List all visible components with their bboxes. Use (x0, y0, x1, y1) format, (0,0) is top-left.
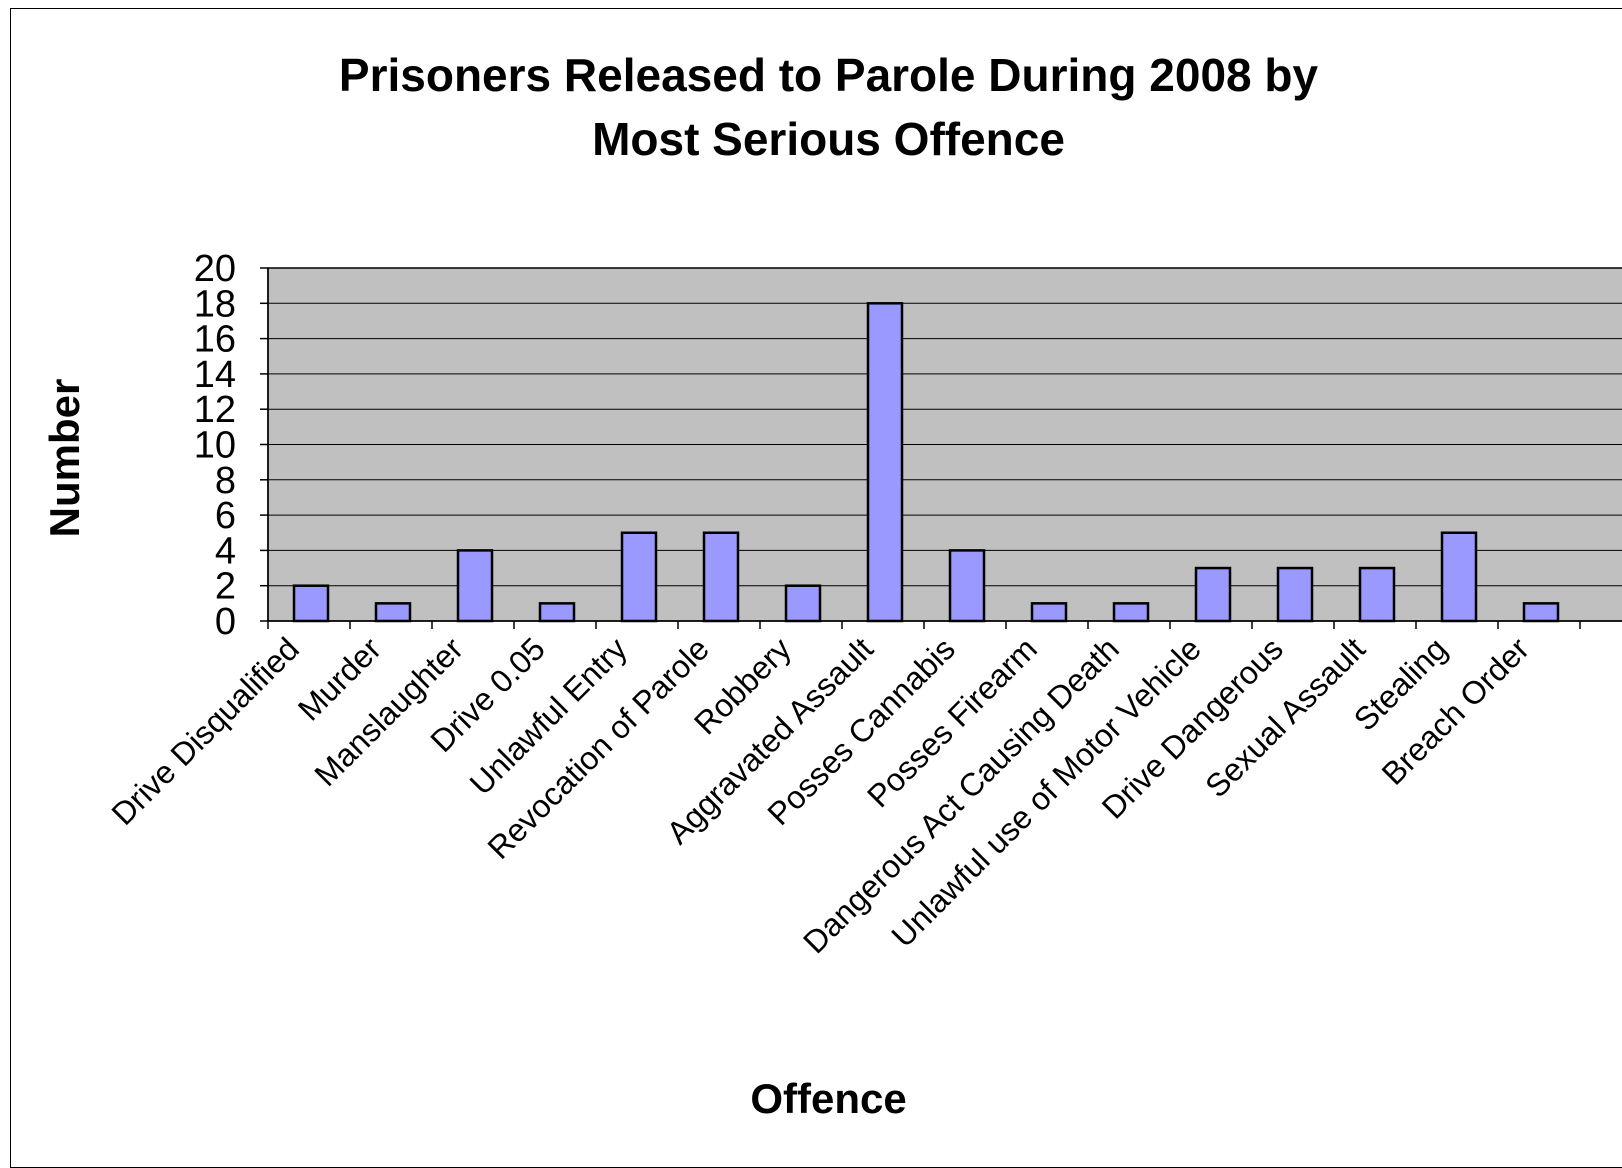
bar (1030, 602, 1068, 623)
bar (1358, 566, 1396, 623)
y-tick-label: 8 (215, 460, 236, 502)
y-tick-label: 4 (215, 530, 236, 572)
y-tick-label: 0 (215, 601, 236, 643)
bar (784, 584, 822, 623)
bar (374, 602, 412, 623)
bar (866, 302, 904, 623)
bar (1194, 566, 1232, 623)
bar (1522, 602, 1560, 623)
x-tick-label: Breach Order (1375, 630, 1537, 792)
x-tick-label: Drive Disqualified (104, 630, 306, 832)
bar (456, 549, 494, 623)
y-tick-label: 2 (215, 566, 236, 608)
bar (1112, 602, 1150, 623)
bar (948, 549, 986, 623)
bar (1440, 531, 1478, 623)
y-tick-label: 20 (194, 248, 236, 290)
bar (292, 584, 330, 623)
chart-title-line-1: Prisoners Released to Parole During 2008… (338, 49, 1319, 101)
y-tick-label: 10 (194, 425, 236, 467)
y-tick-label: 16 (194, 319, 236, 361)
bar (538, 602, 576, 623)
bar (702, 531, 740, 623)
y-tick-label: 12 (194, 389, 236, 431)
y-tick-label: 18 (194, 283, 236, 325)
y-tick-label: 14 (194, 354, 236, 396)
bar (1276, 566, 1314, 623)
x-axis-label: Offence (750, 1075, 907, 1122)
bar (620, 531, 658, 623)
y-tick-label: 6 (215, 495, 236, 537)
chart-title-line-2: Most Serious Offence (592, 113, 1065, 165)
